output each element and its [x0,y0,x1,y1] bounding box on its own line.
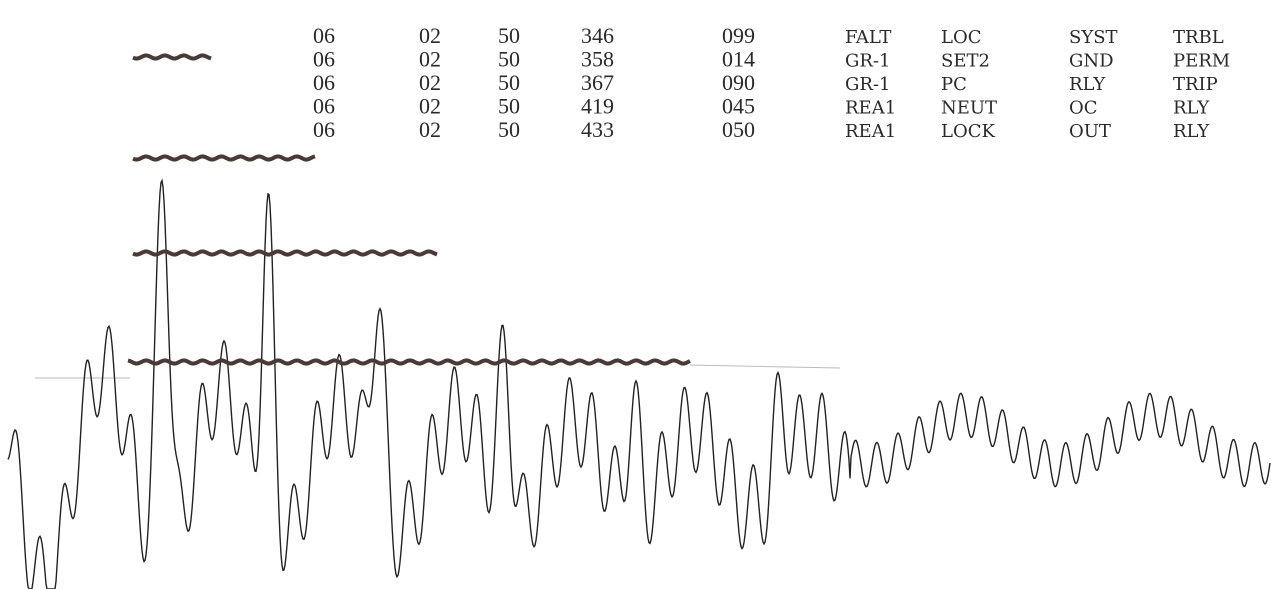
table-cell: LOCK [941,121,995,142]
table-cell: GR-1 [845,51,890,72]
waveform [8,181,1270,589]
table-cell: 099 [722,23,755,48]
table-cell: PC [941,74,967,95]
table-cell: 433 [581,117,614,142]
reference-line [690,365,840,368]
table-cell: 367 [581,70,614,95]
level-marker [133,55,211,58]
table-cell: 02 [419,47,441,72]
level-marker [133,156,315,159]
table-cell: RLY [1173,121,1210,142]
record-drawing: 06 02 50 346 099 FALT LOC SYST TRBL 06 02 50 358 014 G… [0,0,1280,589]
oscillograph-record: 06 02 50 346 099 FALT LOC SYST TRBL 06 02 50 358 014 G… [0,0,1280,589]
table-cell: 02 [419,94,441,119]
table-cell: 050 [722,117,755,142]
level-marker [133,251,437,254]
table-cell: PERM [1173,51,1230,72]
table-cell: SYST [1069,27,1118,48]
table-cell: OC [1069,98,1098,119]
table-cell: 06 [313,23,335,48]
table-cell: REA1 [845,121,896,142]
table-cell: 02 [419,117,441,142]
table-cell: RLY [1069,74,1106,95]
table-cell: GR-1 [845,74,890,95]
table-cell: 045 [722,94,755,119]
table-cell: 50 [498,23,520,48]
table-cell: 014 [722,47,755,72]
table-cell: 50 [498,70,520,95]
table-cell: 06 [313,117,335,142]
table-cell: 02 [419,23,441,48]
table-cell: TRBL [1173,27,1224,48]
table-cell: GND [1069,51,1114,72]
table-cell: NEUT [941,98,997,119]
table-cell: 346 [581,23,614,48]
table-cell: 419 [581,94,614,119]
table-cell: LOC [941,27,981,48]
table-cell: 358 [581,47,614,72]
table-cell: 50 [498,117,520,142]
table-cell: 06 [313,47,335,72]
table-cell: TRIP [1173,74,1218,95]
table-cell: FALT [845,27,891,48]
table-cell: SET2 [941,51,990,72]
table-cell: 06 [313,70,335,95]
table-cell: REA1 [845,98,896,119]
table-cell: 50 [498,94,520,119]
table-cell: RLY [1173,98,1210,119]
event-table: 06 02 50 346 099 FALT LOC SYST TRBL 06 02 50 358 014 G… [313,23,1230,142]
table-cell: 06 [313,94,335,119]
level-marker [128,360,690,363]
table-cell: 02 [419,70,441,95]
table-cell: 090 [722,70,755,95]
table-cell: OUT [1069,121,1111,142]
table-cell: 50 [498,47,520,72]
